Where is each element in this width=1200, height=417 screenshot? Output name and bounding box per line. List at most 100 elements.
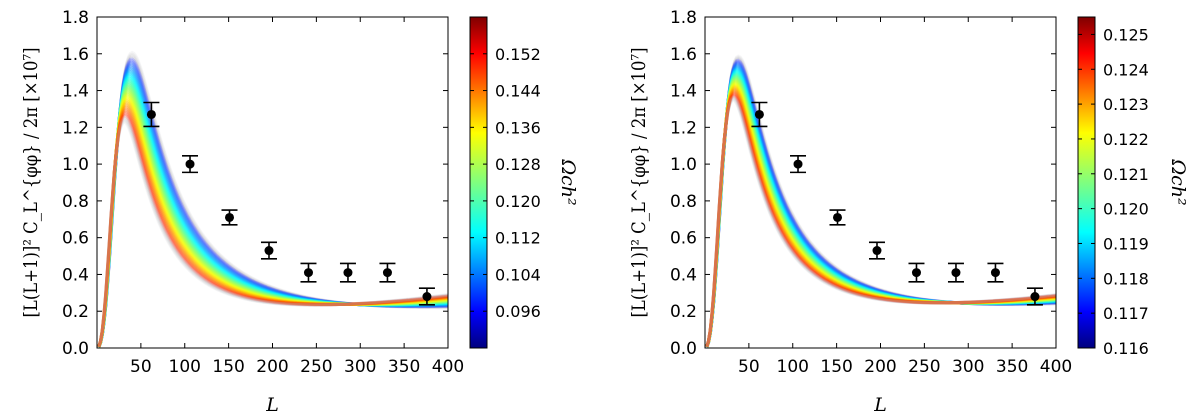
- curve-line: [97, 109, 448, 348]
- data-marker: [990, 268, 1000, 278]
- y-tick-label: 1.2: [670, 118, 697, 138]
- curve-line: [705, 54, 1056, 348]
- curve-line: [705, 82, 1056, 348]
- curve-line: [705, 89, 1056, 348]
- colorbar-tick-label: 0.119: [1103, 234, 1149, 253]
- panel-left: 0.0 0.2 0.4 0.6 0.8 1.0 1.2 1.4 1.6 1.8 50 100 150 20…: [20, 8, 579, 416]
- curve-line: [705, 90, 1056, 348]
- x-axis-label: L: [873, 394, 887, 416]
- data-point: [987, 262, 1004, 283]
- y-tick-label: 1.4: [670, 82, 697, 102]
- curve-line: [97, 100, 448, 348]
- colorbar-tick-label: 0.136: [495, 118, 541, 137]
- x-tick-label: 400: [432, 357, 464, 377]
- curve-line: [97, 118, 448, 348]
- y-tick-label: 0.8: [670, 192, 697, 212]
- x-tick-label: 350: [996, 357, 1028, 377]
- y-tick-label: 1.6: [670, 45, 697, 65]
- curve-line: [97, 107, 448, 348]
- y-tick-label: 1.4: [62, 82, 89, 102]
- y-tick-label: 0.4: [62, 265, 89, 285]
- data-point: [379, 262, 396, 283]
- colorbar-label: Ωch²: [1167, 158, 1189, 205]
- y-tick-label: 0.6: [62, 229, 89, 249]
- colorbar-tick-label: 0.117: [1103, 304, 1149, 323]
- curve-line: [705, 94, 1056, 348]
- y-tick-label: 1.8: [670, 8, 697, 28]
- colorbar: 0.116 0.117 0.118 0.119 0.120 0.121 0.122 0.123…: [1077, 16, 1189, 358]
- y-tick-label: 1.8: [62, 8, 89, 28]
- y-tick-label: 0.4: [670, 265, 697, 285]
- data-point: [790, 155, 807, 174]
- x-tick-label: 200: [864, 357, 896, 377]
- colorbar-tick-label: 0.124: [1103, 60, 1149, 79]
- colorbar-tick-label: 0.120: [1103, 200, 1149, 219]
- curve-line: [705, 96, 1056, 348]
- colorbar-label: Ωch²: [557, 158, 579, 205]
- x-tick-label: 50: [738, 357, 760, 377]
- colorbar-tick-label: 0.104: [495, 265, 541, 284]
- y-tick-label: 1.2: [62, 118, 89, 138]
- x-tick-label: 150: [212, 357, 244, 377]
- curve-line: [97, 113, 448, 348]
- colorbar-tick-label: 0.116: [1103, 339, 1149, 358]
- colorbar-tick-label: 0.123: [1103, 95, 1149, 114]
- curve-line: [97, 97, 448, 348]
- data-marker: [911, 268, 921, 278]
- data-point: [339, 262, 356, 283]
- colorbar-tick-label: 0.121: [1103, 165, 1149, 184]
- colorbar-gradient: [469, 16, 488, 349]
- colorbar: 0.096 0.104 0.112 0.120 0.128 0.136 0.144 0.152…: [469, 16, 579, 349]
- curve-line: [705, 81, 1056, 348]
- data-marker: [382, 268, 392, 278]
- curve-line: [705, 79, 1056, 348]
- y-axis-label: [L(L+1)]² C_L^{φφ} / 2π [×10⁷]: [20, 48, 42, 318]
- curve-line: [705, 93, 1056, 348]
- data-point: [751, 101, 768, 128]
- curve-line: [97, 89, 448, 348]
- colorbar-tick-label: 0.120: [495, 192, 541, 211]
- curve-line: [705, 95, 1056, 348]
- x-tick-label: 100: [169, 357, 201, 377]
- data-marker: [754, 109, 764, 119]
- x-tick-label: 50: [130, 357, 152, 377]
- data-marker: [225, 212, 235, 222]
- data-point: [221, 209, 238, 226]
- curve-band: [97, 50, 448, 348]
- curve-line: [705, 78, 1056, 348]
- y-axis-label: [L(L+1)]² C_L^{φφ} / 2π [×10⁷]: [628, 48, 650, 318]
- data-marker: [303, 268, 313, 278]
- data-marker: [872, 246, 882, 256]
- colorbar-tick-label: 0.125: [1103, 25, 1149, 44]
- curve-line: [97, 57, 448, 348]
- data-point: [300, 262, 317, 283]
- curve-line: [705, 85, 1056, 348]
- colorbar-gradient: [1077, 16, 1096, 349]
- data-marker: [951, 268, 961, 278]
- x-tick-label: 250: [908, 357, 940, 377]
- curve-line: [705, 55, 1056, 348]
- curve-line: [97, 52, 448, 348]
- colorbar-tick-label: 0.112: [495, 229, 541, 248]
- data-point: [829, 209, 846, 226]
- data-marker: [185, 159, 195, 169]
- data-point: [947, 262, 964, 283]
- colorbar-tick-label: 0.096: [495, 302, 541, 321]
- curve-line: [705, 97, 1056, 348]
- data-point: [418, 287, 435, 306]
- y-tick-label: 0.2: [670, 302, 697, 322]
- y-tick-label: 0.8: [62, 192, 89, 212]
- x-tick-label: 350: [388, 357, 420, 377]
- curve-line: [705, 92, 1056, 348]
- curve-line: [97, 117, 448, 348]
- curve-line: [97, 54, 448, 348]
- curve-line: [97, 55, 448, 348]
- data-point: [908, 262, 925, 283]
- curve-line: [97, 59, 448, 348]
- x-tick-label: 100: [777, 357, 809, 377]
- curve-line: [97, 120, 448, 348]
- data-marker: [264, 246, 274, 256]
- curve-line: [97, 102, 448, 348]
- curve-line: [97, 94, 448, 348]
- curve-line: [97, 115, 448, 348]
